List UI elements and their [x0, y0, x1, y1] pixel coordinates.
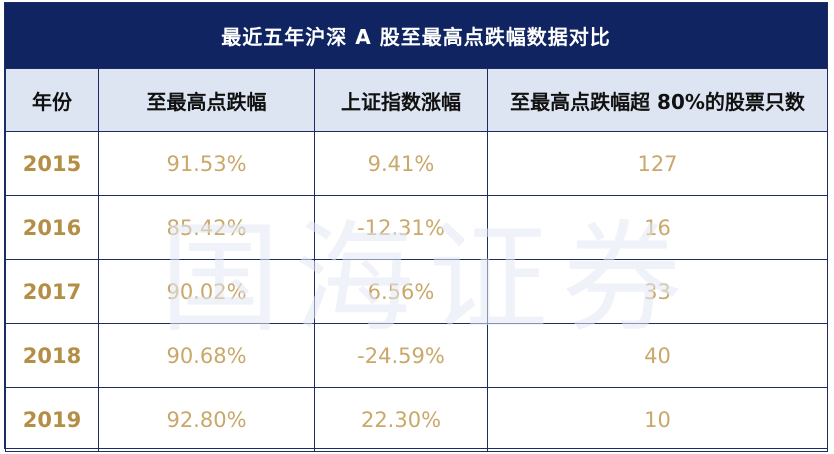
table-row: 2019 92.80% 22.30% 10	[5, 387, 828, 452]
cell-count: 16	[487, 195, 828, 260]
cell-sse: -24.59%	[314, 323, 488, 388]
cell-sse: -12.31%	[314, 195, 488, 260]
cell-drop: 90.68%	[98, 323, 315, 388]
cell-count: 127	[487, 131, 828, 196]
data-table-container: 最近五年沪深 A 股至最高点跌幅数据对比 年份 至最高点跌幅 上证指数涨幅 至最…	[4, 2, 828, 452]
cell-year: 2017	[5, 259, 99, 324]
cell-count: 40	[487, 323, 828, 388]
cell-year: 2015	[5, 131, 99, 196]
cell-drop: 90.02%	[98, 259, 315, 324]
cell-sse: 9.41%	[314, 131, 488, 196]
cell-drop: 85.42%	[98, 195, 315, 260]
table-title: 最近五年沪深 A 股至最高点跌幅数据对比	[5, 3, 827, 68]
cell-year: 2019	[5, 387, 99, 452]
table-row: 2018 90.68% -24.59% 40	[5, 323, 828, 388]
header-drop-to-peak: 至最高点跌幅	[98, 68, 315, 132]
header-row: 年份 至最高点跌幅 上证指数涨幅 至最高点跌幅超 80%的股票只数	[5, 68, 828, 132]
table-row: 2015 91.53% 9.41% 127	[5, 131, 828, 196]
table-row: 2016 85.42% -12.31% 16	[5, 195, 828, 260]
cell-sse: 22.30%	[314, 387, 488, 452]
cell-year: 2018	[5, 323, 99, 388]
table-area: 年份 至最高点跌幅 上证指数涨幅 至最高点跌幅超 80%的股票只数 2015 9…	[5, 68, 828, 452]
cell-sse: 6.56%	[314, 259, 488, 324]
comparison-table: 年份 至最高点跌幅 上证指数涨幅 至最高点跌幅超 80%的股票只数 2015 9…	[5, 68, 828, 452]
cell-count: 33	[487, 259, 828, 324]
cell-drop: 92.80%	[98, 387, 315, 452]
cell-drop: 91.53%	[98, 131, 315, 196]
header-sse-change: 上证指数涨幅	[314, 68, 488, 132]
header-stock-count: 至最高点跌幅超 80%的股票只数	[487, 68, 828, 132]
table-row: 2017 90.02% 6.56% 33	[5, 259, 828, 324]
cell-count: 10	[487, 387, 828, 452]
cell-year: 2016	[5, 195, 99, 260]
header-year: 年份	[5, 68, 99, 132]
